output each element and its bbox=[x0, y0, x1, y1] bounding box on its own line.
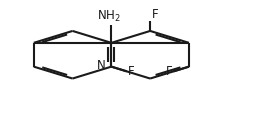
Text: F: F bbox=[152, 8, 158, 21]
Text: NH$_2$: NH$_2$ bbox=[97, 9, 121, 24]
Text: F: F bbox=[128, 65, 135, 78]
Text: N: N bbox=[97, 59, 106, 72]
Text: F: F bbox=[166, 65, 172, 78]
